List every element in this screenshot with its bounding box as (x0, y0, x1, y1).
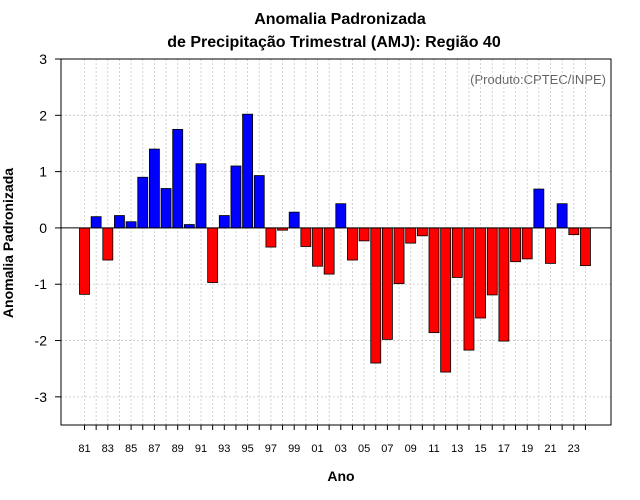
x-tick-label: 03 (335, 443, 347, 455)
bar (521, 227, 533, 260)
bar (347, 227, 358, 261)
bar (148, 148, 160, 229)
bar (335, 203, 347, 229)
y-tick-label: 2 (39, 107, 47, 123)
bar (300, 227, 312, 247)
bar (475, 227, 487, 319)
bar (265, 227, 277, 248)
bar (498, 227, 510, 342)
bar (218, 215, 230, 229)
x-tick-label: 09 (405, 443, 417, 455)
y-tick-label: -3 (35, 389, 48, 405)
y-axis-label: Anomalia Padronizada (0, 168, 16, 318)
chart-title: Anomalia Padronizada (254, 11, 426, 28)
x-tick-label: 97 (265, 443, 277, 455)
bar (230, 165, 242, 229)
x-axis-label: Ano (327, 468, 354, 484)
bar (160, 188, 172, 229)
bar (568, 227, 580, 236)
bar (358, 227, 370, 242)
x-tick-label: 99 (288, 443, 300, 455)
bars (79, 113, 591, 373)
bar (463, 227, 475, 351)
bar (253, 175, 265, 229)
x-tick-label: 83 (102, 443, 114, 455)
bar (207, 227, 219, 283)
bar (288, 211, 300, 229)
bar (79, 227, 90, 295)
x-tick-label: 13 (451, 443, 463, 455)
plot-frame (60, 58, 612, 426)
bar (510, 227, 521, 263)
bar (556, 203, 568, 229)
chart-subtitle: de Precipitação Trimestral (AMJ): Região… (167, 34, 501, 51)
bar (323, 227, 335, 275)
bar (137, 176, 149, 229)
bar (486, 227, 498, 296)
bar (545, 227, 556, 264)
bar (125, 221, 137, 229)
bar (405, 227, 417, 244)
x-tick-label: 07 (381, 443, 393, 455)
x-tick-label: 87 (148, 443, 160, 455)
bar (102, 227, 114, 261)
bar (416, 227, 428, 237)
x-tick-label: 05 (358, 443, 370, 455)
x-tick-label: 93 (218, 443, 230, 455)
y-tick-label: -2 (35, 333, 48, 349)
bar (312, 227, 323, 267)
bar (195, 163, 207, 229)
bar (381, 227, 393, 340)
bar (393, 227, 405, 285)
bar (451, 227, 463, 278)
bar (428, 227, 440, 334)
y-tick-label: -1 (35, 276, 48, 292)
bar (172, 128, 184, 229)
x-tick-label: 17 (498, 443, 510, 455)
x-tick-label: 81 (78, 443, 90, 455)
x-tick-label: 11 (428, 443, 439, 455)
bar (533, 188, 545, 229)
x-tick-label: 19 (521, 443, 533, 455)
x-tick-label: 89 (172, 443, 184, 455)
x-tick-label: 21 (544, 443, 556, 455)
bar (114, 215, 125, 229)
x-tick-label: 01 (311, 443, 323, 455)
x-tick-label: 91 (195, 443, 207, 455)
bar (242, 113, 254, 229)
x-tick-label: 85 (125, 443, 137, 455)
bar (370, 227, 382, 364)
y-tick-label: 1 (39, 164, 47, 180)
x-tick-label: 23 (568, 443, 580, 455)
x-tick-label: 15 (474, 443, 486, 455)
bar (580, 227, 591, 267)
y-tick-label: 0 (39, 220, 47, 236)
bar (90, 216, 102, 229)
y-tick-label: 3 (39, 51, 47, 67)
bar (183, 224, 195, 229)
bar (440, 227, 452, 373)
x-tick-label: 95 (241, 443, 253, 455)
